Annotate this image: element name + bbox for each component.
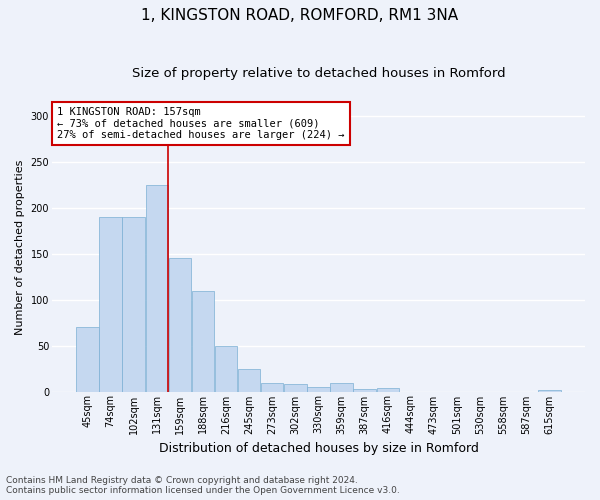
- Text: 1 KINGSTON ROAD: 157sqm
← 73% of detached houses are smaller (609)
27% of semi-d: 1 KINGSTON ROAD: 157sqm ← 73% of detache…: [57, 107, 345, 140]
- Bar: [76, 328, 98, 392]
- Title: Size of property relative to detached houses in Romford: Size of property relative to detached ho…: [131, 68, 505, 80]
- Bar: [377, 388, 399, 392]
- Bar: [538, 390, 561, 392]
- Bar: [284, 384, 307, 392]
- Bar: [215, 346, 237, 392]
- Bar: [99, 217, 122, 392]
- Bar: [122, 217, 145, 392]
- Bar: [146, 185, 168, 392]
- Bar: [192, 290, 214, 392]
- Bar: [353, 389, 376, 392]
- Bar: [307, 387, 329, 392]
- Text: 1, KINGSTON ROAD, ROMFORD, RM1 3NA: 1, KINGSTON ROAD, ROMFORD, RM1 3NA: [142, 8, 458, 22]
- Bar: [261, 384, 283, 392]
- Bar: [238, 368, 260, 392]
- Text: Contains HM Land Registry data © Crown copyright and database right 2024.
Contai: Contains HM Land Registry data © Crown c…: [6, 476, 400, 495]
- Bar: [169, 258, 191, 392]
- Bar: [331, 384, 353, 392]
- Y-axis label: Number of detached properties: Number of detached properties: [15, 160, 25, 334]
- X-axis label: Distribution of detached houses by size in Romford: Distribution of detached houses by size …: [158, 442, 478, 455]
